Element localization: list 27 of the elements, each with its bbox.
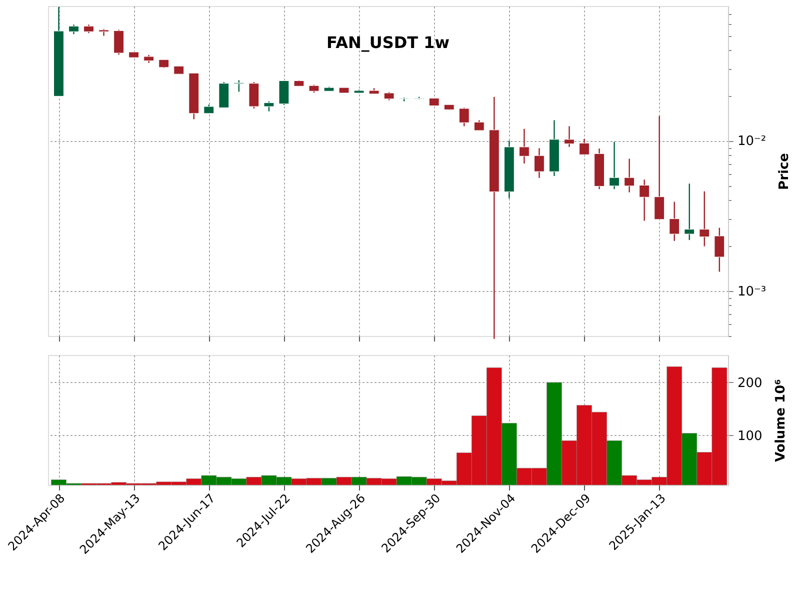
y-axis-title: Price	[777, 152, 792, 190]
candlestick	[68, 24, 79, 35]
candlestick	[278, 80, 290, 106]
candlestick	[234, 80, 244, 92]
candlestick	[639, 178, 650, 222]
candlestick	[609, 141, 620, 190]
candlestick	[714, 227, 725, 272]
y-tick-label: 100	[738, 428, 762, 444]
y-tick-label: 10⁻²	[738, 134, 766, 150]
text: FAN_USDT 1w	[326, 33, 450, 52]
candlestick	[564, 126, 574, 148]
candlestick	[654, 115, 665, 220]
candlestick	[624, 158, 635, 193]
candlestick	[519, 128, 530, 164]
candlestick	[458, 107, 470, 127]
candlestick	[579, 138, 590, 156]
candlestick	[474, 120, 484, 132]
candlestick	[669, 201, 680, 242]
candlestick	[699, 190, 710, 247]
y-axis-title: Volume 10⁶	[773, 378, 788, 462]
candlestick	[248, 81, 260, 110]
y-tick-label: 10⁻³	[738, 284, 766, 300]
candlestick	[264, 100, 274, 112]
y-tick-label: 200	[738, 376, 762, 391]
candlestick	[534, 148, 544, 179]
candlestick	[684, 183, 695, 241]
candlestick	[114, 29, 124, 56]
